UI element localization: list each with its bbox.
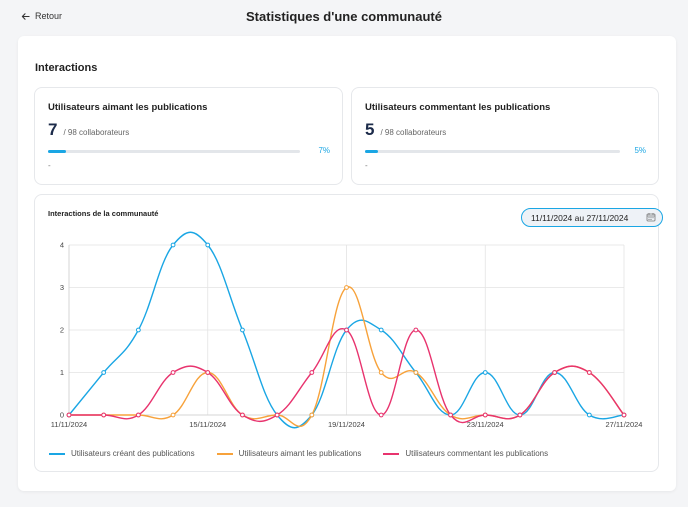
top-bar: Retour Statistiques d'une communauté (0, 0, 688, 36)
data-point-2 (517, 412, 523, 418)
percent-label: 7% (318, 146, 330, 155)
data-point-0 (101, 370, 107, 375)
data-point-0 (205, 242, 211, 248)
x-tick-label: 23/11/2024 (467, 420, 504, 429)
data-point-2 (413, 327, 419, 333)
likes-stat-card: Utilisateurs aimant les publications 7 /… (34, 87, 343, 185)
comments-stat-card: Utilisateurs commentant les publications… (351, 87, 659, 185)
y-tick-label: 3 (60, 283, 64, 292)
data-point-2 (586, 370, 592, 375)
data-point-0 (378, 327, 384, 333)
data-point-2 (66, 412, 72, 418)
data-point-1 (413, 370, 419, 375)
legend-item-commented[interactable]: Utilisateurs commentant les publications (383, 449, 548, 458)
count-value: 7 (48, 120, 58, 139)
x-tick-label: 27/11/2024 (606, 420, 643, 429)
series-line-2 (69, 327, 625, 424)
data-point-2 (309, 370, 315, 375)
legend-label: Utilisateurs créant des publications (71, 449, 195, 458)
data-point-1 (344, 285, 349, 290)
data-point-2 (552, 370, 558, 375)
x-tick-label: 15/11/2024 (189, 420, 226, 429)
progress-fill (365, 150, 378, 153)
data-point-2 (170, 370, 176, 375)
main-panel: Interactions Utilisateurs aimant les pub… (18, 36, 676, 491)
series-line-0 (68, 231, 625, 429)
legend-item-created[interactable]: Utilisateurs créant des publications (49, 449, 195, 458)
data-point-0 (240, 327, 245, 333)
data-point-1 (309, 412, 315, 418)
progress-bar (365, 150, 620, 153)
data-point-0 (586, 412, 592, 418)
card-title: Utilisateurs aimant les publications (48, 102, 208, 113)
data-point-2 (344, 327, 349, 333)
data-point-2 (205, 370, 211, 375)
count-total: / 98 collaborateurs (380, 128, 447, 137)
data-point-2 (378, 412, 384, 418)
data-point-2 (135, 412, 141, 418)
x-tick-label: 19/11/2024 (328, 420, 365, 429)
back-button[interactable]: Retour (21, 11, 62, 21)
data-point-1 (170, 412, 176, 418)
x-tick-label: 11/11/2024 (51, 420, 87, 429)
data-point-2 (448, 412, 453, 418)
data-point-1 (378, 370, 384, 375)
count-total: / 98 collaborateurs (63, 128, 130, 137)
card-note: - (365, 161, 368, 170)
legend-swatch (383, 452, 400, 455)
card-count: 5 / 98 collaborateurs (365, 120, 446, 140)
card-title: Utilisateurs commentant les publications (365, 102, 551, 113)
progress-fill (48, 150, 66, 153)
date-range-value: 11/11/2024 au 27/11/2024 (531, 212, 629, 223)
calendar-icon (646, 213, 656, 222)
percent-label: 5% (634, 146, 646, 155)
data-point-0 (135, 327, 141, 333)
legend-item-liked[interactable]: Utilisateurs aimant les publications (216, 449, 362, 458)
data-point-2 (240, 412, 245, 418)
card-note: - (48, 161, 51, 170)
count-value: 5 (365, 120, 375, 139)
chart-legend: Utilisateurs créant des publications Uti… (49, 449, 548, 458)
line-chart: 0 1 2 3 4 11/11/2024 15/11/2024 19/11/2024 23/11… (51, 231, 643, 429)
back-label: Retour (35, 11, 63, 21)
y-tick-label: 2 (60, 326, 64, 335)
legend-swatch (216, 452, 233, 455)
interactions-chart-card: Interactions de la communauté 11/11/2024… (34, 194, 663, 472)
data-point-2 (101, 412, 107, 418)
data-point-2 (274, 412, 280, 418)
data-point-2 (482, 412, 488, 418)
legend-label: Utilisateurs commentant les publications (405, 449, 549, 458)
y-tick-label: 1 (60, 368, 64, 377)
section-title: Interactions (35, 62, 98, 74)
page-title: Statistiques d'une communauté (246, 9, 442, 24)
legend-swatch (49, 452, 65, 455)
y-tick-label: 4 (60, 241, 64, 250)
legend-label: Utilisateurs aimant les publications (238, 449, 362, 458)
data-point-0 (170, 242, 176, 248)
y-tick-label: 0 (60, 411, 64, 420)
date-range-picker[interactable]: 11/11/2024 au 27/11/2024 (521, 208, 663, 227)
data-point-2 (621, 412, 627, 418)
arrow-left-icon (21, 12, 30, 20)
data-point-0 (482, 370, 488, 375)
chart-title: Interactions de la communauté (48, 209, 159, 218)
card-count: 7 / 98 collaborateurs (48, 120, 129, 140)
progress-bar (48, 150, 300, 153)
